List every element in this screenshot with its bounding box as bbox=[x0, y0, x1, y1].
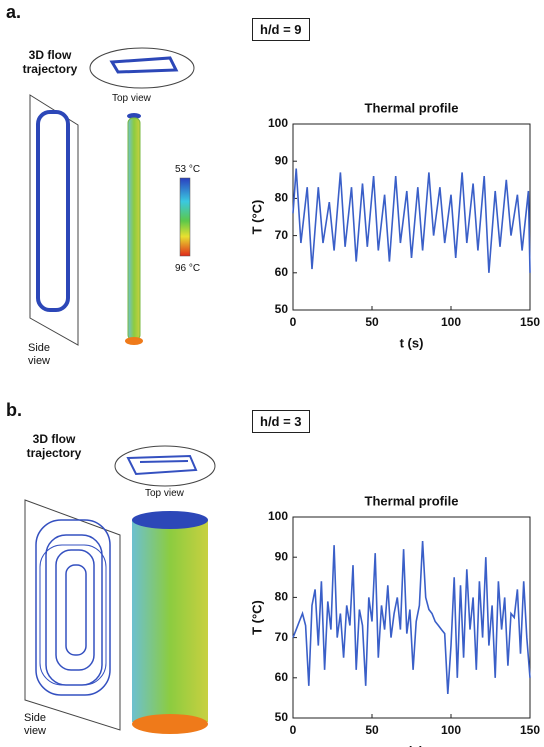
x-axis-label: t (s) bbox=[400, 743, 424, 747]
line bbox=[292, 541, 531, 694]
ratio-label: h/d = 3 bbox=[252, 410, 310, 433]
y-tick-label: 60 bbox=[275, 670, 289, 684]
y-axis-label: T (°C) bbox=[249, 200, 264, 235]
y-tick-label: 50 bbox=[275, 710, 289, 724]
y-tick-label: 50 bbox=[275, 302, 289, 316]
y-tick-label: 90 bbox=[275, 153, 289, 167]
trajectory-title: 3D flow trajectory bbox=[22, 48, 78, 76]
side-view-label: Side view bbox=[24, 712, 47, 737]
plot-frame bbox=[292, 123, 531, 311]
y-tick-label: 100 bbox=[268, 509, 288, 523]
x-tick-label: 0 bbox=[290, 315, 297, 329]
y-tick-label: 80 bbox=[275, 191, 289, 205]
colorbar-label: 53 °C bbox=[175, 164, 201, 175]
x-tick-label: 100 bbox=[441, 723, 461, 737]
side-view-label: Side view bbox=[28, 342, 51, 367]
line bbox=[292, 168, 531, 273]
chart-title: Thermal profile bbox=[365, 493, 459, 508]
y-tick-label: 70 bbox=[275, 630, 289, 644]
ratio-label: h/d = 9 bbox=[252, 18, 310, 41]
plot-frame bbox=[292, 516, 531, 719]
x-tick-label: 150 bbox=[520, 723, 540, 737]
y-tick-label: 90 bbox=[275, 549, 289, 563]
y-tick-label: 80 bbox=[275, 590, 289, 604]
y-tick-label: 100 bbox=[268, 116, 288, 130]
illustration-a bbox=[29, 47, 195, 346]
x-tick-label: 50 bbox=[365, 723, 379, 737]
y-axis-label: T (°C) bbox=[249, 600, 264, 635]
x-axis-label: t (s) bbox=[400, 335, 424, 350]
top-view-label: Top view bbox=[145, 488, 184, 499]
panel-label: b. bbox=[6, 400, 22, 420]
top-view-label: Top view bbox=[112, 93, 151, 104]
x-tick-label: 150 bbox=[520, 315, 540, 329]
colorbar-label: 96 °C bbox=[175, 263, 201, 274]
x-tick-label: 50 bbox=[365, 315, 379, 329]
x-tick-label: 100 bbox=[441, 315, 461, 329]
chart-title: Thermal profile bbox=[365, 100, 459, 115]
y-tick-label: 60 bbox=[275, 265, 289, 279]
illustration-b bbox=[24, 445, 216, 734]
trajectory-title: 3D flow trajectory bbox=[26, 432, 82, 460]
panel-label: a. bbox=[6, 2, 22, 22]
y-tick-label: 70 bbox=[275, 228, 289, 242]
x-tick-label: 0 bbox=[290, 723, 297, 737]
